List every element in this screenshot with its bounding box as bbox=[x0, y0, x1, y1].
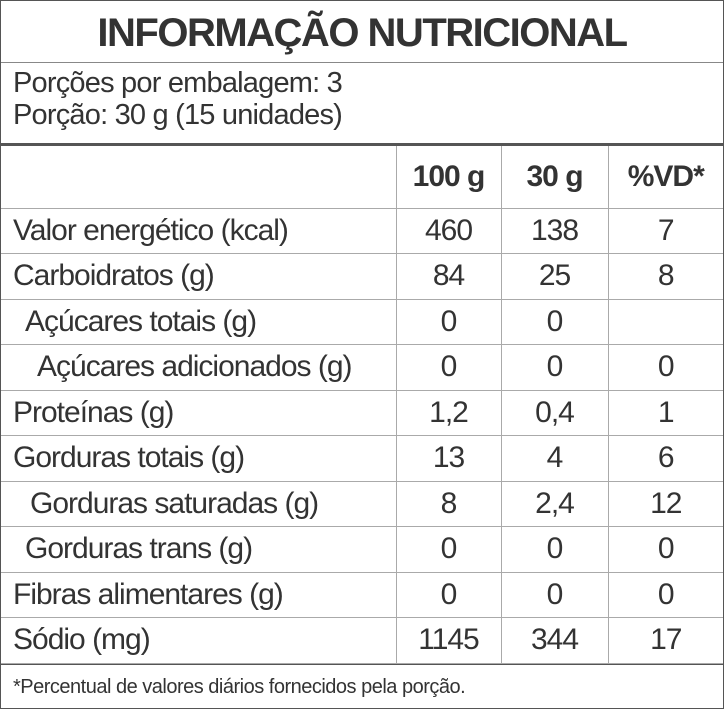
value-cell: 0 bbox=[500, 572, 608, 618]
header-row: 100 g 30 g %VD* bbox=[1, 146, 723, 209]
column-header: 100 g bbox=[395, 146, 501, 209]
value-cell: 2,4 bbox=[500, 481, 608, 527]
value-cell: 1,2 bbox=[395, 390, 501, 436]
row-label: Gorduras totais (g) bbox=[1, 435, 396, 482]
title: INFORMAÇÃO NUTRICIONAL bbox=[1, 1, 723, 63]
table-row: Sódio (mg) 1145 344 17 bbox=[1, 617, 723, 664]
value-cell: 0,4 bbox=[500, 390, 608, 436]
servings: Porções por embalagem: 3 Porção: 30 g (1… bbox=[1, 63, 723, 146]
value-cell: 84 bbox=[395, 253, 501, 300]
value-cell: 4 bbox=[500, 435, 608, 482]
table-row: Açúcares adicionados (g) 0 0 0 bbox=[1, 344, 723, 391]
value-cell: 8 bbox=[607, 253, 723, 300]
table-row: Fibras alimentares (g) 0 0 0 bbox=[1, 572, 723, 618]
row-label: Gorduras trans (g) bbox=[1, 526, 396, 573]
row-label: Açúcares totais (g) bbox=[1, 299, 396, 345]
footnote: *Percentual de valores diários fornecido… bbox=[1, 663, 723, 709]
row-label: Açúcares adicionados (g) bbox=[1, 344, 396, 391]
value-cell bbox=[607, 299, 723, 345]
table-row: Proteínas (g) 1,2 0,4 1 bbox=[1, 390, 723, 436]
table-row: Carboidratos (g) 84 25 8 bbox=[1, 253, 723, 300]
value-cell: 0 bbox=[395, 572, 501, 618]
value-cell: 0 bbox=[395, 526, 501, 573]
value-cell: 344 bbox=[500, 617, 608, 664]
header-cell bbox=[1, 146, 396, 209]
table-row: Gorduras trans (g) 0 0 0 bbox=[1, 526, 723, 573]
table-row: Gorduras saturadas (g) 8 2,4 12 bbox=[1, 481, 723, 527]
table-row: Açúcares totais (g) 0 0 bbox=[1, 299, 723, 345]
value-cell: 0 bbox=[607, 572, 723, 618]
value-cell: 13 bbox=[395, 435, 501, 482]
value-cell: 460 bbox=[395, 208, 501, 254]
row-label: Fibras alimentares (g) bbox=[1, 572, 396, 618]
value-cell: 17 bbox=[607, 617, 723, 664]
value-cell: 0 bbox=[395, 299, 501, 345]
value-cell: 7 bbox=[607, 208, 723, 254]
row-label: Carboidratos (g) bbox=[1, 253, 396, 300]
servings-line: Porções por embalagem: 3 bbox=[13, 67, 343, 99]
value-cell: 0 bbox=[500, 344, 608, 391]
row-label: Proteínas (g) bbox=[1, 390, 396, 436]
column-header: %VD* bbox=[607, 146, 723, 209]
servings-line: Porção: 30 g (15 unidades) bbox=[13, 99, 343, 131]
value-cell: 6 bbox=[607, 435, 723, 482]
value-cell: 138 bbox=[500, 208, 608, 254]
value-cell: 0 bbox=[607, 344, 723, 391]
value-cell: 0 bbox=[500, 299, 608, 345]
value-cell: 1145 bbox=[395, 617, 501, 664]
value-cell: 8 bbox=[395, 481, 501, 527]
table-row: Gorduras totais (g) 13 4 6 bbox=[1, 435, 723, 482]
nutrition-table: 100 g 30 g %VD* Valor energético (kcal) 460… bbox=[1, 146, 723, 664]
value-cell: 0 bbox=[395, 344, 501, 391]
row-label: Sódio (mg) bbox=[1, 617, 396, 664]
row-label: Gorduras saturadas (g) bbox=[1, 481, 396, 527]
table-row: Valor energético (kcal) 460 138 7 bbox=[1, 208, 723, 254]
row-label: Valor energético (kcal) bbox=[1, 208, 396, 254]
column-header: 30 g bbox=[500, 146, 608, 209]
value-cell: 0 bbox=[607, 526, 723, 573]
value-cell: 12 bbox=[607, 481, 723, 527]
value-cell: 25 bbox=[500, 253, 608, 300]
value-cell: 0 bbox=[500, 526, 608, 573]
value-cell: 1 bbox=[607, 390, 723, 436]
